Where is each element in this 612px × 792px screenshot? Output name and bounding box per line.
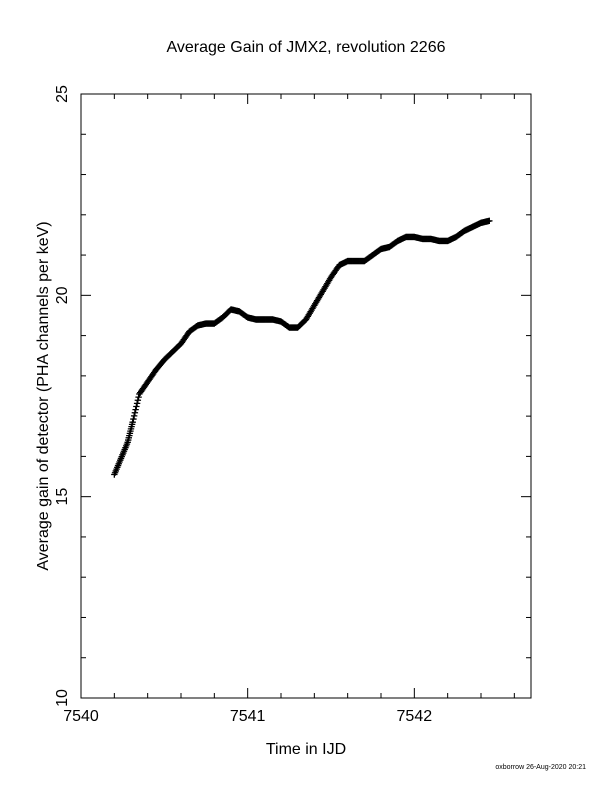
data-point [134, 397, 142, 404]
plot-frame [80, 93, 532, 699]
y-tick-label: 15 [54, 488, 71, 506]
chart-title: Average Gain of JMX2, revolution 2266 [167, 39, 446, 56]
y-tick-label: 10 [54, 689, 71, 707]
data-point [135, 393, 142, 401]
x-tick-label: 7541 [230, 708, 266, 725]
y-tick-label: 25 [54, 85, 71, 103]
data-point [130, 415, 137, 423]
axis-ticks [80, 93, 531, 699]
data-point [132, 406, 139, 413]
data-point [129, 418, 136, 426]
data-point [130, 412, 138, 420]
data-point [131, 409, 139, 416]
x-tick-label: 7542 [397, 708, 433, 725]
data-points [111, 217, 493, 478]
axis-tick-labels: 7540 7541 7542 10 15 20 25 [54, 85, 432, 725]
y-axis-label: Average gain of detector (PHA channels p… [35, 221, 52, 570]
data-point [486, 217, 493, 225]
data-point [133, 403, 140, 410]
x-axis-label: Time in IJD [266, 741, 346, 758]
y-tick-label: 20 [54, 286, 71, 304]
data-point [133, 400, 141, 407]
x-tick-label: 7540 [63, 708, 99, 725]
footer-stamp: oxborrow 26-Aug-2020 20:21 [495, 764, 586, 771]
